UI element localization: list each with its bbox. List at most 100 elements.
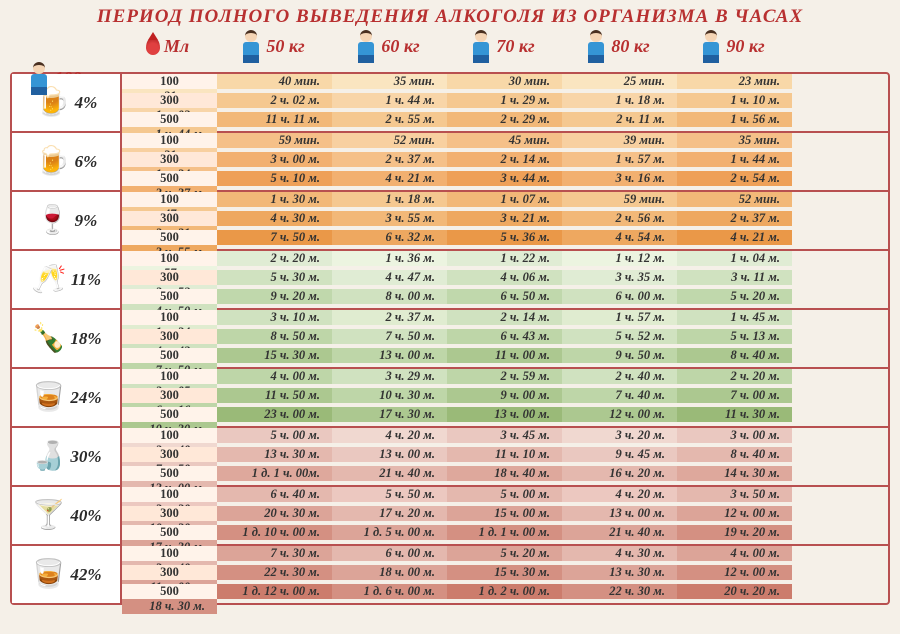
drink-group-head: 🥃24%: [12, 369, 122, 426]
time-cell: 7 ч. 50 м.: [217, 230, 332, 245]
time-cell: 2 ч. 14 м.: [447, 310, 562, 325]
time-cell: 6 ч. 00 м.: [332, 546, 447, 561]
time-cell: 17 ч. 30 м.: [332, 407, 447, 422]
time-cell: 2 ч. 37 м.: [332, 310, 447, 325]
drink-icon: 🍸: [30, 498, 66, 534]
time-cell: 7 ч. 50 м.: [332, 329, 447, 344]
time-cell: 40 мин.: [217, 74, 332, 89]
drop-icon: [146, 37, 160, 55]
time-cell: 5 ч. 20 м.: [677, 289, 792, 304]
time-cell: 6 ч. 43 м.: [447, 329, 562, 344]
drink-icon: 🥃: [30, 557, 66, 593]
time-cell: 2 ч. 56 м.: [562, 211, 677, 226]
drink-group: 🍾18%1003 ч. 10 м.2 ч. 37 м.2 ч. 14 м.1 ч…: [12, 310, 888, 369]
time-cell: 13 ч. 00 м.: [332, 348, 447, 363]
weight-label: 70 кг: [496, 36, 534, 57]
drink-icon: 🍶: [30, 439, 66, 475]
time-cell: 3 ч. 00 м.: [217, 152, 332, 167]
time-cell: 25 мин.: [562, 74, 677, 89]
ml-cell: 500: [122, 584, 217, 599]
ml-cell: 300: [122, 270, 217, 285]
time-cell: 52 мин.: [677, 192, 792, 207]
time-cell: 4 ч. 30 м.: [562, 546, 677, 561]
table-row: 1001 ч. 30 м.1 ч. 18 м.1 ч. 07 м.59 мин.…: [122, 192, 888, 211]
weight-head-1: 60 кг: [330, 30, 445, 62]
alcohol-percent: 11%: [71, 270, 101, 290]
weight-head-0: 50 кг: [215, 30, 330, 62]
time-cell: 2 ч. 37 м.: [332, 152, 447, 167]
time-cell: 12 ч. 00 м.: [677, 506, 792, 521]
alcohol-percent: 30%: [70, 447, 101, 467]
table-row: 30022 ч. 30 м.18 ч. 00 м.15 ч. 30 м.13 ч…: [122, 565, 888, 584]
group-rows: 1005 ч. 00 м.4 ч. 20 м.3 ч. 45 м.3 ч. 20…: [122, 428, 888, 485]
time-cell: 1 д. 10 ч. 00 м.: [217, 525, 332, 540]
time-cell: 1 ч. 44 м.: [677, 152, 792, 167]
ml-cell: 500: [122, 466, 217, 481]
time-cell: 35 мин.: [332, 74, 447, 89]
time-cell: 6 ч. 00 м.: [562, 289, 677, 304]
ml-cell: 500: [122, 348, 217, 363]
drink-group-head: 🍸40%: [12, 487, 122, 544]
alcohol-percent: 40%: [70, 506, 101, 526]
group-rows: 1007 ч. 30 м.6 ч. 00 м.5 ч. 20 м.4 ч. 30…: [122, 546, 888, 603]
time-cell: 3 ч. 44 м.: [447, 171, 562, 186]
time-cell: 1 ч. 56 м.: [677, 112, 792, 127]
time-cell: 4 ч. 47 м.: [332, 270, 447, 285]
time-cell: 2 ч. 54 м.: [677, 171, 792, 186]
drink-group: 🍶30% 1005 ч. 00 м.4 ч. 20 м.3 ч. 45 м.3 ч…: [12, 428, 888, 487]
time-cell: 1 ч. 10 м.: [677, 93, 792, 108]
time-cell: 2 ч. 59 м.: [447, 369, 562, 384]
time-cell: 5 ч. 13 м.: [677, 329, 792, 344]
time-cell: 6 ч. 32 м.: [332, 230, 447, 245]
time-cell: 1 ч. 29 м.: [447, 93, 562, 108]
ml-cell: 100: [122, 133, 217, 148]
time-cell: 3 ч. 29 м.: [332, 369, 447, 384]
time-cell: 3 ч. 16 м.: [562, 171, 677, 186]
alcohol-percent: 24%: [70, 388, 101, 408]
time-cell: 11 ч. 30 м.: [677, 407, 792, 422]
time-cell: 8 ч. 40 м.: [677, 348, 792, 363]
ml-cell: 300: [122, 447, 217, 462]
drink-group-head: 🍺6%: [12, 133, 122, 190]
table-row: 3004 ч. 30 м.3 ч. 55 м.3 ч. 21 м.2 ч. 56…: [122, 211, 888, 230]
time-cell: 1 д. 5 ч. 00 м.: [332, 525, 447, 540]
time-cell: 2 ч. 02 м.: [217, 93, 332, 108]
ml-cell: 100: [122, 546, 217, 561]
ml-cell: 300: [122, 152, 217, 167]
time-cell: 5 ч. 10 м.: [217, 171, 332, 186]
time-cell: 1 д. 1 ч. 00 м.: [447, 525, 562, 540]
drink-group-head: 🍷9%: [12, 192, 122, 249]
alcohol-percent: 9%: [75, 211, 98, 231]
time-cell: 12 ч. 00 м.: [677, 565, 792, 580]
table-row: 30020 ч. 30 м.17 ч. 20 м.15 ч. 00 м.13 ч…: [122, 506, 888, 525]
time-cell: 9 ч. 50 м.: [562, 348, 677, 363]
ml-cell: 100: [122, 310, 217, 325]
time-cell: 15 ч. 00 м.: [447, 506, 562, 521]
drink-group-head: 🍾18%: [12, 310, 122, 367]
time-cell: 5 ч. 52 м.: [562, 329, 677, 344]
table-row: 10040 мин.35 мин.30 мин.25 мин.23 мин.21…: [122, 74, 888, 93]
ml-column-head: Мл: [120, 36, 215, 57]
time-cell: 11 ч. 11 м.: [217, 112, 332, 127]
time-cell: 7 ч. 00 м.: [677, 388, 792, 403]
time-cell: 1 ч. 18 м.: [562, 93, 677, 108]
ml-cell: 500: [122, 407, 217, 422]
time-cell: 18 ч. 40 м.: [447, 466, 562, 481]
table-row: 5009 ч. 20 м.8 ч. 00 м.6 ч. 50 м.6 ч. 00…: [122, 289, 888, 308]
ml-cell: 100: [122, 74, 217, 89]
time-cell: 2 ч. 20 м.: [677, 369, 792, 384]
time-cell: 3 ч. 55 м.: [332, 211, 447, 226]
drink-group: 🍸40%1006 ч. 40 м.5 ч. 50 м.5 ч. 00 м.4 ч…: [12, 487, 888, 546]
table-row: 1007 ч. 30 м.6 ч. 00 м.5 ч. 20 м.4 ч. 30…: [122, 546, 888, 565]
drink-group: 🥃42% 1007 ч. 30 м.6 ч. 00 м.5 ч. 20 м.4 ч…: [12, 546, 888, 603]
time-cell: 13 ч. 30 м.: [562, 565, 677, 580]
time-cell: 2 ч. 55 м.: [332, 112, 447, 127]
ml-cell: 300: [122, 506, 217, 521]
weight-head-3: 80 кг: [560, 30, 675, 62]
time-cell: 1 ч. 57 м.: [562, 152, 677, 167]
time-cell: 3 ч. 00 м.: [677, 428, 792, 443]
table-row: 1006 ч. 40 м.5 ч. 50 м.5 ч. 00 м.4 ч. 20…: [122, 487, 888, 506]
alcohol-percent: 42%: [70, 565, 101, 585]
table-row: 50023 ч. 00 м.17 ч. 30 м.13 ч. 00 м.12 ч…: [122, 407, 888, 426]
group-rows: 10059 мин.52 мин.45 мин.39 мин.35 мин.31…: [122, 133, 888, 190]
